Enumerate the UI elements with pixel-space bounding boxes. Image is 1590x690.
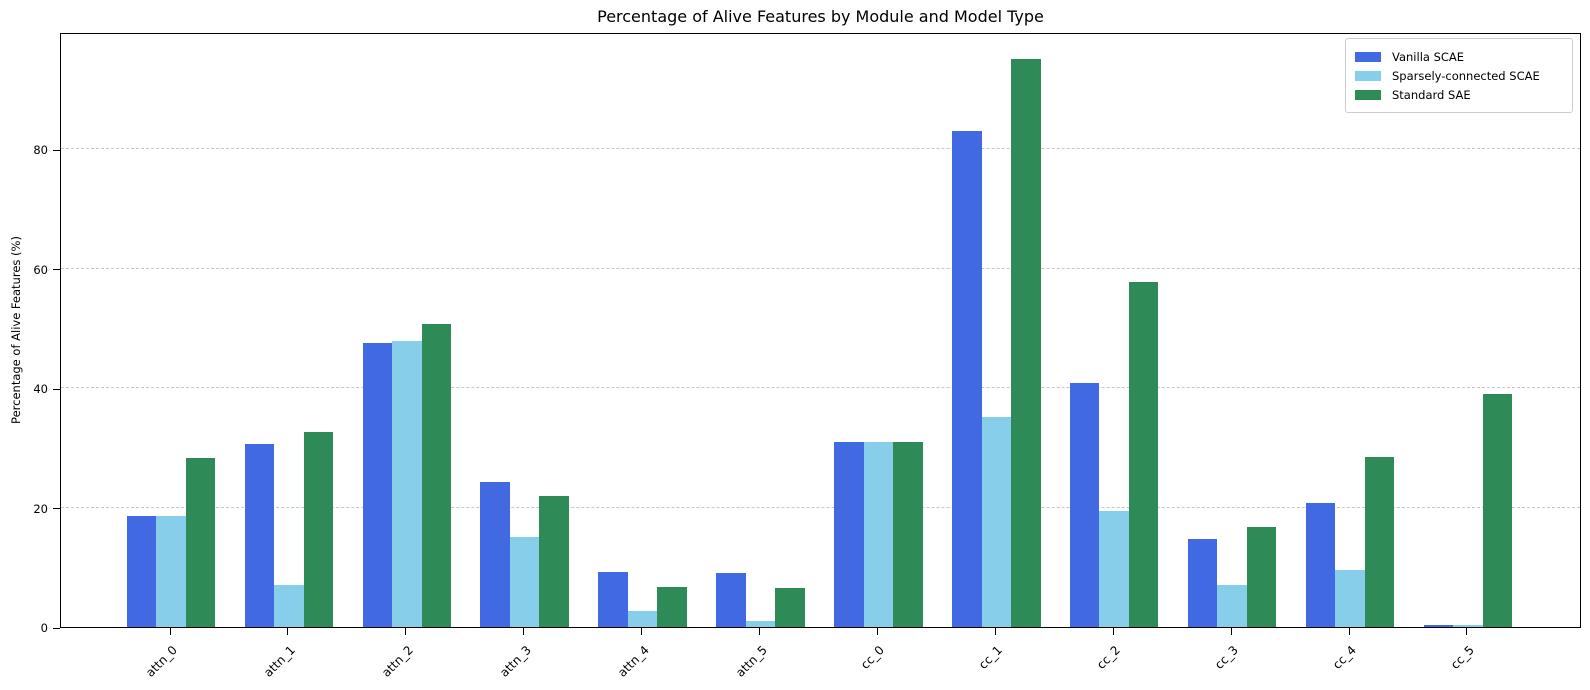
bar-group-cc_2: [1069, 34, 1159, 627]
bar-cc_1-vanilla-scae: [952, 130, 982, 627]
bar-cc_5-standard-sae: [1482, 394, 1513, 627]
bar-attn_2-standard-sae: [421, 324, 452, 627]
bar-cc_1-sparsely-connected-scae: [981, 417, 1012, 627]
legend-item-sparsely-connected-scae: Sparsely-connected SCAE: [1355, 67, 1562, 84]
legend-label: Vanilla SCAE: [1392, 49, 1465, 64]
bar-group-attn_2: [362, 34, 452, 627]
bar-cc_5-vanilla-scae: [1423, 624, 1454, 627]
x-tick-label-attn_2: attn_2: [378, 643, 416, 680]
x-tick-mark-attn_2: [405, 628, 407, 635]
bar-cc_2-sparsely-connected-scae: [1099, 511, 1129, 627]
x-tick-label-attn_4: attn_4: [614, 643, 652, 680]
bar-attn_4-vanilla-scae: [598, 572, 628, 627]
y-tick-mark-60: [53, 269, 60, 271]
bar-group-cc_3: [1187, 34, 1277, 627]
bar-attn_3-standard-sae: [539, 496, 569, 627]
bar-attn_0-sparsely-connected-scae: [156, 515, 186, 627]
x-tick-mark-attn_0: [169, 628, 171, 635]
x-tick-label-cc_5: cc_5: [1447, 643, 1477, 672]
legend-swatch-icon: [1355, 51, 1381, 62]
bar-cc_3-vanilla-scae: [1187, 539, 1218, 627]
x-tick-label-cc_2: cc_2: [1094, 643, 1124, 672]
x-tick-label-cc_1: cc_1: [976, 643, 1006, 672]
y-tick-label-0: 0: [40, 621, 48, 635]
gridline-20: [61, 506, 1580, 508]
x-tick-mark-attn_1: [287, 628, 289, 635]
bar-group-attn_1: [244, 34, 334, 627]
bar-attn_1-vanilla-scae: [244, 443, 275, 627]
gridline-60: [61, 267, 1580, 269]
bar-attn_5-standard-sae: [775, 587, 805, 627]
x-tick-mark-cc_2: [1112, 628, 1114, 635]
legend-item-standard-sae: Standard SAE: [1355, 86, 1562, 103]
bar-attn_5-sparsely-connected-scae: [745, 621, 776, 627]
bar-group-cc_0: [834, 34, 923, 627]
x-tick-mark-cc_3: [1230, 628, 1232, 635]
bar-group-cc_1: [952, 34, 1041, 627]
gridline-40: [61, 387, 1580, 389]
bar-attn_3-sparsely-connected-scae: [509, 537, 540, 627]
legend-label: Standard SAE: [1392, 87, 1471, 102]
x-tick-label-attn_1: attn_1: [261, 643, 298, 680]
y-tick-mark-80: [53, 149, 60, 151]
legend-swatch-icon: [1355, 89, 1381, 100]
bar-cc_3-sparsely-connected-scae: [1217, 585, 1247, 627]
bar-attn_5-vanilla-scae: [716, 572, 746, 627]
bar-attn_2-sparsely-connected-scae: [392, 340, 422, 627]
bar-cc_0-standard-sae: [893, 442, 923, 627]
bar-group-attn_5: [716, 34, 805, 627]
bar-attn_4-sparsely-connected-scae: [627, 611, 658, 627]
y-tick-label-60: 60: [33, 262, 48, 277]
bar-cc_0-vanilla-scae: [834, 442, 864, 627]
y-tick-mark-20: [53, 508, 60, 510]
x-tick-mark-cc_4: [1348, 628, 1350, 635]
bar-group-cc_5: [1423, 34, 1513, 627]
bar-attn_0-vanilla-scae: [126, 515, 157, 627]
x-tick-label-cc_3: cc_3: [1212, 643, 1241, 672]
plot-area: [60, 33, 1581, 628]
x-tick-mark-attn_5: [759, 628, 760, 635]
y-tick-mark-40: [53, 388, 60, 390]
bar-group-attn_4: [598, 34, 687, 627]
bar-cc_2-vanilla-scae: [1069, 382, 1100, 627]
bar-attn_0-standard-sae: [185, 457, 216, 627]
gridline-80: [61, 148, 1580, 150]
bar-cc_4-vanilla-scae: [1305, 502, 1336, 627]
legend-label: Sparsely-connected SCAE: [1392, 68, 1540, 83]
bar-cc_4-standard-sae: [1364, 456, 1395, 627]
bar-cc_4-sparsely-connected-scae: [1335, 569, 1365, 627]
bar-cc_1-standard-sae: [1011, 59, 1041, 627]
x-tick-mark-cc_1: [994, 628, 996, 635]
x-tick-label-cc_0: cc_0: [858, 643, 888, 672]
x-tick-label-attn_5: attn_5: [732, 643, 770, 680]
x-tick-label-attn_0: attn_0: [143, 643, 180, 680]
bar-attn_2-vanilla-scae: [362, 342, 393, 627]
chart-title: Percentage of Alive Features by Module a…: [597, 7, 1044, 26]
bar-attn_1-sparsely-connected-scae: [274, 584, 304, 627]
bar-attn_4-standard-sae: [657, 586, 687, 627]
bar-group-cc_4: [1305, 34, 1395, 627]
legend-item-vanilla-scae: Vanilla SCAE: [1355, 48, 1562, 65]
x-tick-mark-cc_5: [1466, 628, 1468, 635]
legend: Vanilla SCAE Sparsely-connected SCAE Stand…: [1345, 38, 1573, 113]
bar-attn_1-standard-sae: [303, 431, 334, 627]
bar-cc_0-sparsely-connected-scae: [863, 442, 894, 627]
x-tick-mark-attn_3: [523, 628, 525, 635]
x-tick-mark-cc_0: [876, 628, 878, 635]
bar-cc_5-sparsely-connected-scae: [1453, 625, 1483, 627]
bar-cc_3-standard-sae: [1246, 526, 1277, 627]
y-tick-mark-0: [53, 627, 60, 629]
x-tick-label-attn_3: attn_3: [496, 643, 534, 680]
x-tick-label-cc_4: cc_4: [1330, 643, 1359, 672]
bar-cc_2-standard-sae: [1128, 281, 1159, 627]
bar-attn_3-vanilla-scae: [480, 482, 510, 627]
x-tick-mark-attn_4: [641, 628, 643, 635]
bar-group-attn_3: [480, 34, 569, 627]
legend-swatch-icon: [1355, 70, 1381, 81]
y-tick-label-20: 20: [33, 501, 48, 516]
bar-group-attn_0: [126, 34, 216, 627]
y-tick-label-80: 80: [33, 143, 48, 158]
y-tick-label-40: 40: [33, 382, 48, 397]
